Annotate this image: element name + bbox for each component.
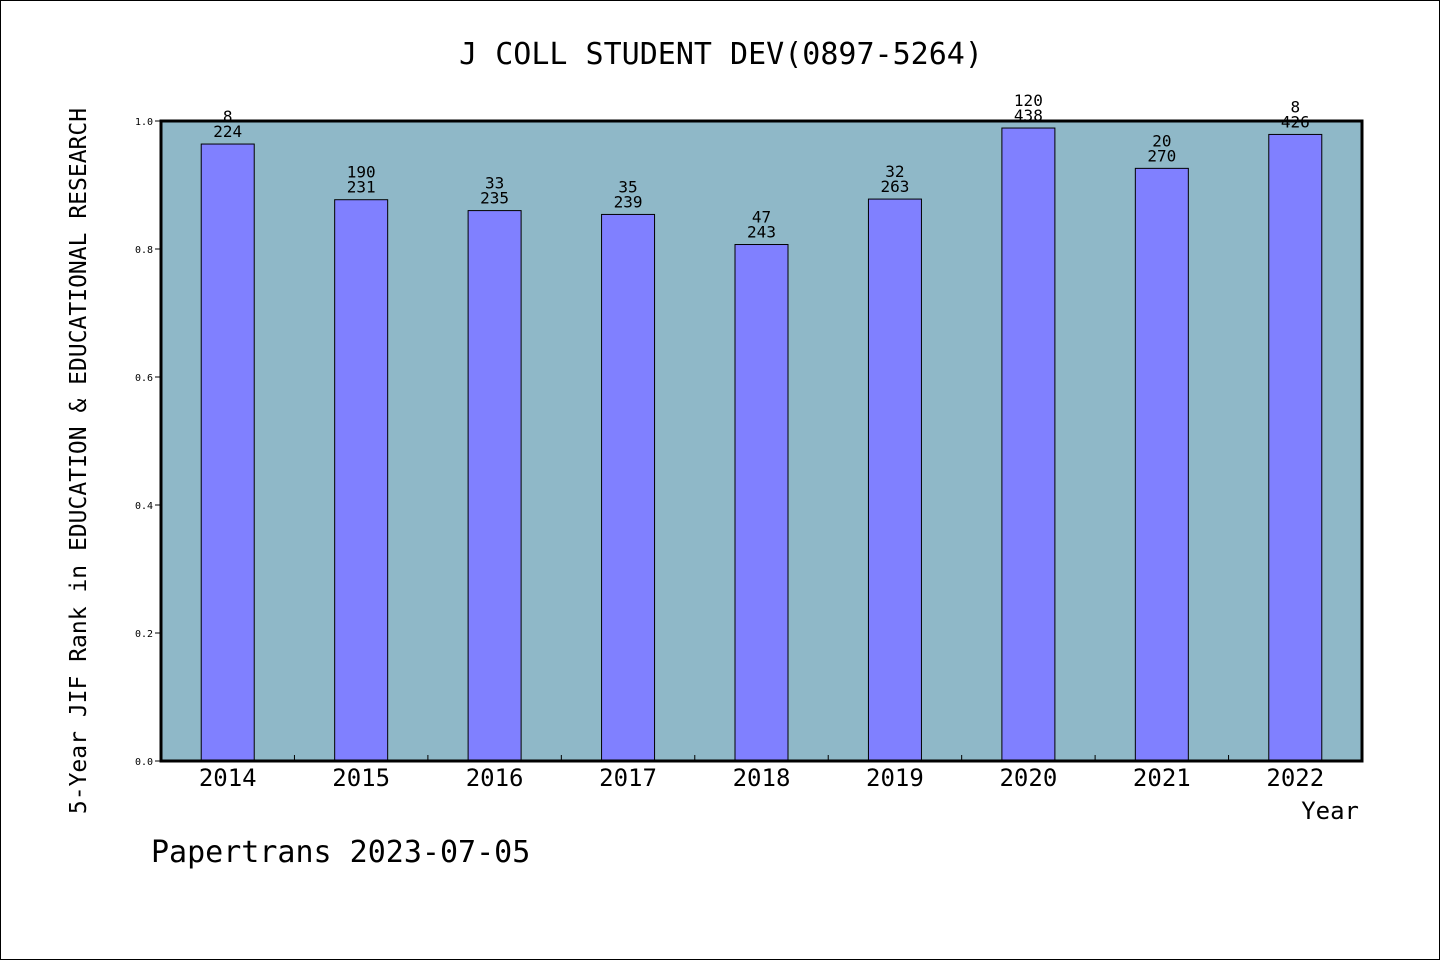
y-tick-label: 1.0 [135,117,153,128]
y-tick-label: 0.4 [135,501,153,512]
y-tick-label: 0.8 [135,245,153,256]
bar-rank-label-2014: 8 [223,107,233,126]
x-axis-label: Year [1301,797,1359,825]
bar-2014 [200,143,255,762]
bar-total-label-2016: 235 [480,189,509,208]
bar-2021 [1134,167,1189,762]
bar-2022 [1268,133,1323,762]
bar-rank-label-2020: 120 [1014,91,1043,110]
x-tick-label-2022: 2022 [1266,764,1324,792]
bar-rank-label-2015: 190 [347,163,376,182]
footer-credit: Papertrans 2023-07-05 [151,835,531,870]
bar-rank-label-2021: 20 [1152,131,1171,150]
bar-rank-label-2017: 35 [618,177,637,196]
bar-2016 [467,210,522,762]
bar-total-label-2014: 224 [213,122,242,141]
bar-2015 [334,199,389,762]
bar-2019 [867,198,922,762]
x-tick-label-2020: 2020 [999,764,1057,792]
plot-frame [159,119,1364,763]
bar-rank-label-2018: 47 [752,208,771,227]
y-tick-label: 0.2 [135,629,153,640]
bar-2017 [601,213,656,762]
bar-rank-label-2022: 8 [1290,97,1300,116]
x-tick-label-2018: 2018 [733,764,791,792]
x-tick-label-2017: 2017 [599,764,657,792]
bar-2018 [734,244,789,762]
bar-total-label-2017: 239 [614,192,643,211]
x-tick-label-2019: 2019 [866,764,924,792]
chart-title: J COLL STUDENT DEV(0897-5264) [459,37,983,72]
bar-total-label-2015: 231 [347,178,376,197]
bar-total-label-2021: 270 [1147,146,1176,165]
x-tick-label-2015: 2015 [332,764,390,792]
bar-rank-label-2016: 33 [485,174,504,193]
x-tick-label-2014: 2014 [199,764,257,792]
bar-total-label-2019: 263 [880,177,909,196]
x-tick-label-2021: 2021 [1133,764,1191,792]
y-tick-label: 0.6 [135,373,153,384]
y-tick-label: 0.0 [135,757,153,768]
bar-2020 [1001,127,1056,762]
bar-rank-label-2019: 32 [885,162,904,181]
bar-total-label-2018: 243 [747,223,776,242]
x-tick-label-2016: 2016 [466,764,524,792]
